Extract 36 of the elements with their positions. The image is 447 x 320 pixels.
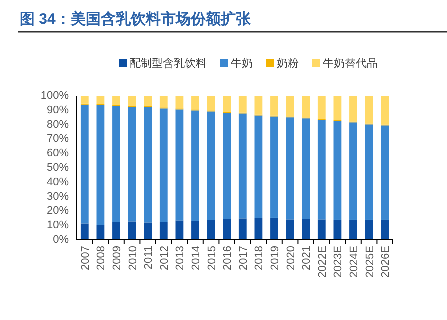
x-tick-label: 2020 xyxy=(285,246,298,270)
x-tick-label: 2017 xyxy=(238,246,250,270)
x-tick-label: 2026E xyxy=(380,246,392,278)
x-tick-label: 2018 xyxy=(254,246,266,270)
x-tick-label: 2023E xyxy=(332,246,345,278)
x-tick-label: 2014 xyxy=(190,246,202,270)
x-tick-label: 2007 xyxy=(80,246,92,270)
y-tick-label: 40% xyxy=(46,176,70,188)
y-tick-label: 100% xyxy=(40,90,70,102)
x-tick-label: 2009 xyxy=(112,246,124,270)
x-tick-label: 2013 xyxy=(174,246,187,270)
x-tick-label: 2022E xyxy=(316,246,329,278)
y-tick-label: 80% xyxy=(46,118,70,131)
y-tick-label: 30% xyxy=(46,190,70,203)
x-tick-label: 2012 xyxy=(158,246,171,270)
legend-label: 牛奶 xyxy=(231,57,253,70)
x-tick-label: 2010 xyxy=(127,246,140,270)
y-tick-label: 50% xyxy=(46,162,70,174)
legend-label: 牛奶替代品 xyxy=(323,57,378,70)
chart-title: 图 34：美国含乳饮料市场份额扩张 xyxy=(20,10,252,28)
x-tick-label: 2011 xyxy=(143,246,156,270)
legend-label: 配制型含乳饮料 xyxy=(130,57,207,70)
y-tick-label: 70% xyxy=(46,133,70,146)
y-tick-label: 60% xyxy=(46,148,70,160)
x-tick-label: 2025E xyxy=(364,246,376,278)
legend-label: 奶粉 xyxy=(277,58,299,70)
y-tick-label: 10% xyxy=(46,220,70,232)
x-tick-label: 2024E xyxy=(348,246,360,278)
x-tick-label: 2015 xyxy=(206,246,218,270)
x-tick-label: 2019 xyxy=(270,246,282,270)
y-tick-label: 20% xyxy=(46,205,70,218)
x-tick-label: 2021 xyxy=(301,246,314,270)
x-tick-label: 2016 xyxy=(222,246,234,270)
y-tick-label: 90% xyxy=(46,104,70,116)
x-tick-label: 2008 xyxy=(96,246,108,270)
y-tick-label: 0% xyxy=(53,234,70,246)
